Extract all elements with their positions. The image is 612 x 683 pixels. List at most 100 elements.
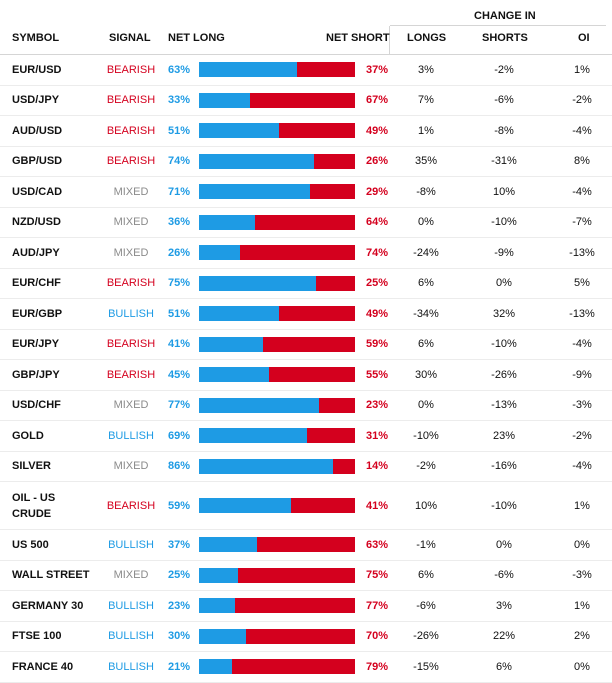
table-row[interactable]: EUR/JPY BEARISH 41% 59% 6% -10% -4%	[0, 330, 612, 360]
symbol-cell: SILVER	[12, 460, 51, 473]
net-long-value: 86%	[168, 460, 191, 473]
longs-change-cell: -6%	[416, 599, 436, 612]
table-row[interactable]: EUR/GBP BULLISH 51% 49% -34% 32% -13%	[0, 299, 612, 330]
table-row[interactable]: EUR/CHF BEARISH 75% 25% 6% 0% 5%	[0, 269, 612, 299]
symbol-cell: OIL - US CRUDE	[12, 491, 56, 520]
net-short-fill	[309, 184, 355, 200]
table-row[interactable]: USD/CAD MIXED 71% 29% -8% 10% -4%	[0, 177, 612, 208]
sentiment-bar	[199, 208, 355, 238]
net-short-value: 31%	[365, 429, 388, 442]
symbol-header[interactable]: SYMBOL	[12, 32, 60, 44]
net-long-value: 71%	[168, 185, 191, 198]
sentiment-bar-track	[199, 659, 355, 675]
net-long-fill	[199, 428, 307, 444]
oi-header[interactable]: OI	[578, 32, 590, 44]
net-long-header[interactable]: NET LONG	[168, 32, 225, 44]
net-long-fill	[199, 367, 270, 383]
symbol-cell: FRANCE 40	[12, 660, 74, 673]
net-short-value: 29%	[365, 185, 388, 198]
net-short-fill	[278, 306, 355, 322]
longs-change-cell: -8%	[416, 185, 436, 198]
longs-change-cell: 6%	[418, 569, 434, 582]
table-row[interactable]: GBP/JPY BEARISH 45% 55% 30% -26% -9%	[0, 360, 612, 391]
symbol-cell: FTSE 100	[12, 630, 62, 643]
longs-change-cell: 3%	[418, 63, 434, 76]
shorts-change-cell: 6%	[496, 660, 512, 673]
signal-cell: BEARISH	[106, 63, 156, 76]
table-row[interactable]: FRANCE 40 BULLISH 21% 79% -15% 6% 0%	[0, 652, 612, 683]
oi-change-cell: -3%	[572, 399, 592, 412]
net-short-value: 64%	[365, 216, 388, 229]
oi-change-cell: -2%	[572, 94, 592, 107]
shorts-change-cell: -6%	[494, 569, 514, 582]
signal-cell: MIXED	[113, 185, 149, 198]
shorts-header[interactable]: SHORTS	[482, 32, 528, 44]
longs-change-cell: -34%	[413, 307, 439, 320]
table-row[interactable]: GERMANY 30 BULLISH 23% 77% -6% 3% 1%	[0, 591, 612, 622]
net-short-fill	[256, 537, 355, 553]
oi-change-cell: 1%	[574, 63, 590, 76]
table-row[interactable]: GBP/USD BEARISH 74% 26% 35% -31% 8%	[0, 147, 612, 177]
table-row[interactable]: AUD/USD BEARISH 51% 49% 1% -8% -4%	[0, 116, 612, 147]
signal-cell: BULLISH	[108, 599, 154, 612]
signal-cell: BEARISH	[106, 155, 156, 168]
sentiment-bar-track	[199, 567, 355, 583]
net-short-value: 74%	[365, 246, 388, 259]
shorts-change-cell: 0%	[496, 538, 512, 551]
table-row[interactable]: FTSE 100 BULLISH 30% 70% -26% 22% 2%	[0, 622, 612, 652]
net-short-value: 79%	[365, 660, 388, 673]
net-short-fill	[238, 567, 355, 583]
longs-header[interactable]: LONGS	[407, 32, 447, 44]
sentiment-bar-track	[199, 62, 355, 78]
symbol-cell: AUD/USD	[12, 124, 63, 137]
signal-cell: MIXED	[113, 216, 149, 229]
table-row[interactable]: NZD/USD MIXED 36% 64% 0% -10% -7%	[0, 208, 612, 238]
table-row[interactable]: US 500 BULLISH 37% 63% -1% 0% 0%	[0, 530, 612, 561]
net-short-header[interactable]: NET SHORT	[326, 32, 390, 44]
sentiment-bar-track	[199, 397, 355, 413]
shorts-change-cell: -13%	[491, 399, 517, 412]
net-long-value: 33%	[168, 94, 191, 107]
shorts-change-cell: -10%	[491, 216, 517, 229]
longs-change-cell: 0%	[418, 399, 434, 412]
longs-change-cell: 10%	[414, 499, 438, 512]
longs-change-cell: 30%	[414, 368, 438, 381]
symbol-cell: EUR/GBP	[12, 307, 63, 320]
net-long-fill	[199, 598, 235, 614]
net-short-fill	[255, 214, 355, 230]
signal-header[interactable]: SIGNAL	[109, 32, 151, 44]
signal-cell: BULLISH	[108, 660, 154, 673]
table-row[interactable]: SILVER MIXED 86% 14% -2% -16% -4%	[0, 452, 612, 482]
net-short-value: 23%	[365, 399, 388, 412]
sentiment-bar-track	[199, 153, 355, 169]
oi-change-cell: 2%	[574, 630, 590, 643]
table-row[interactable]: USD/CHF MIXED 77% 23% 0% -13% -3%	[0, 391, 612, 421]
table-row[interactable]: USD/JPY BEARISH 33% 67% 7% -6% -2%	[0, 86, 612, 116]
sentiment-bar-track	[199, 498, 355, 513]
sentiment-bar	[199, 622, 355, 652]
longs-change-cell: 6%	[418, 338, 434, 351]
symbol-cell: US 500	[12, 538, 49, 551]
net-short-value: 41%	[365, 499, 388, 512]
sentiment-bar	[199, 177, 355, 207]
table-row[interactable]: OIL - US CRUDE BEARISH 59% 41% 10% -10% 1%	[0, 482, 612, 530]
net-long-value: 41%	[168, 338, 191, 351]
signal-cell: MIXED	[113, 460, 149, 473]
symbol-cell: AUD/JPY	[12, 246, 60, 259]
net-long-fill	[199, 397, 320, 413]
net-long-value: 63%	[168, 63, 191, 76]
table-row[interactable]: GOLD BULLISH 69% 31% -10% 23% -2%	[0, 421, 612, 452]
oi-change-cell: -9%	[572, 368, 592, 381]
longs-change-cell: 6%	[418, 277, 434, 290]
table-row[interactable]: AUD/JPY MIXED 26% 74% -24% -9% -13%	[0, 238, 612, 269]
net-long-value: 51%	[168, 307, 191, 320]
oi-change-cell: -4%	[572, 185, 592, 198]
table-row[interactable]: EUR/USD BEARISH 63% 37% 3% -2% 1%	[0, 55, 612, 86]
shorts-change-cell: 32%	[492, 307, 516, 320]
sentiment-bar	[199, 238, 355, 268]
net-long-fill	[199, 123, 279, 139]
sentiment-bar-track	[199, 628, 355, 644]
oi-change-cell: 5%	[574, 277, 590, 290]
oi-change-cell: 0%	[574, 538, 590, 551]
table-row[interactable]: WALL STREET MIXED 25% 75% 6% -6% -3%	[0, 561, 612, 591]
